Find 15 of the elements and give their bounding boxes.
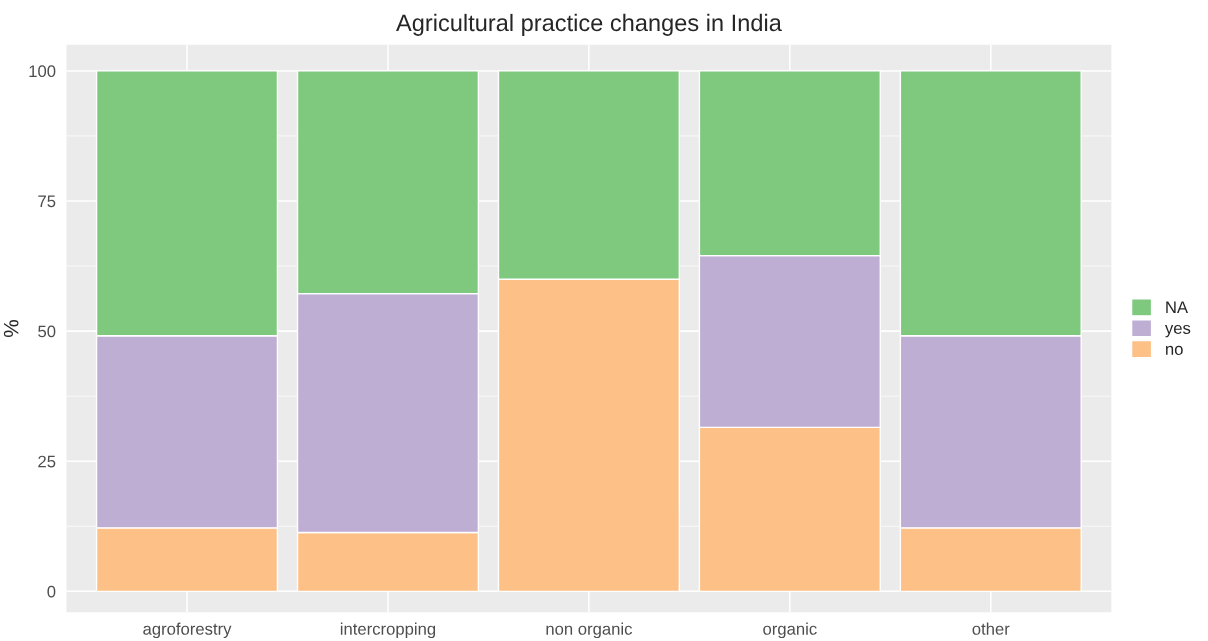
x-tick-label: other	[972, 622, 1010, 635]
y-tick-label: 25	[38, 455, 56, 468]
legend-label: no	[1166, 345, 1183, 355]
chart-title: Agricultural practice changes in India	[396, 13, 782, 36]
legend-label: yes	[1164, 324, 1191, 338]
y-tick-label: 75	[38, 195, 56, 208]
x-tick-label: organic	[763, 622, 817, 639]
y-axis-title: %	[3, 319, 19, 338]
y-tick-label: 100	[29, 65, 56, 78]
y-tick-label: 0	[47, 585, 56, 598]
x-tick-label: agroforestry	[143, 622, 232, 639]
legend-label: NA	[1166, 301, 1189, 313]
x-tick-label: intercropping	[340, 622, 436, 639]
x-tick-label: non organic	[546, 622, 633, 639]
y-tick-label: 50	[38, 325, 56, 338]
